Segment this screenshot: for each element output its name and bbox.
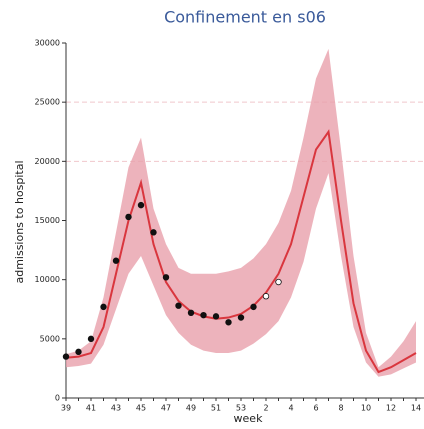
observed-point	[137, 201, 145, 209]
observed-point	[250, 303, 257, 311]
x-tick-label: 47	[161, 404, 171, 413]
observed-point	[125, 213, 132, 221]
observed-point	[62, 353, 70, 360]
observed-point	[150, 229, 157, 236]
x-tick-label: 45	[136, 404, 146, 413]
model-line	[65, 129, 417, 374]
y-tick-label: 15000	[35, 216, 60, 225]
observed-point	[200, 311, 207, 319]
observed-point	[162, 274, 170, 281]
x-tick-label: 10	[361, 404, 371, 413]
uncertainty-band	[66, 48, 416, 377]
x-tick-label: 53	[236, 404, 246, 413]
observed-point	[187, 309, 195, 316]
observed-point	[237, 314, 245, 321]
observed-point	[100, 303, 107, 311]
observed-point	[275, 278, 282, 286]
x-tick-label: 2	[263, 404, 268, 413]
x-tick-label: 8	[338, 404, 343, 413]
chart-title: Confinement en s06	[164, 8, 326, 27]
y-tick-label: 30000	[35, 39, 60, 48]
y-tick-label: 10000	[35, 275, 60, 284]
x-tick-label: 4	[288, 404, 293, 413]
observed-point	[262, 293, 270, 300]
y-axis-label: admissions to hospital	[13, 160, 26, 283]
y-tick-label: 0	[55, 394, 60, 403]
x-tick-label: 41	[86, 404, 96, 413]
observed-point	[112, 257, 120, 264]
observed-point	[75, 348, 82, 356]
x-tick-label: 43	[111, 404, 121, 413]
x-tick-label: 49	[186, 404, 196, 413]
x-tick-label: 39	[61, 404, 71, 413]
observed-point	[212, 313, 220, 320]
observed-point	[175, 302, 182, 309]
x-tick-label: 14	[411, 404, 421, 413]
x-axis-label: week	[234, 412, 264, 425]
x-tick-label: 6	[313, 404, 318, 413]
x-tick-label: 51	[211, 404, 221, 413]
y-tick-label: 20000	[35, 157, 60, 166]
x-tick-label: 12	[386, 404, 396, 413]
y-tick-label: 25000	[35, 98, 60, 107]
observed-point	[87, 335, 95, 343]
observed-point	[225, 319, 232, 326]
y-tick-label: 5000	[40, 334, 60, 343]
